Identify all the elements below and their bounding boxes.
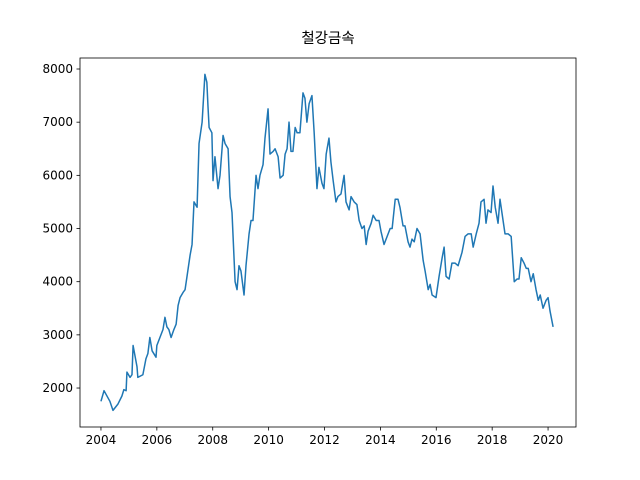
x-tick-label: 2008 [197, 433, 228, 447]
x-tick-label: 2004 [86, 433, 117, 447]
y-tick-label: 2000 [42, 381, 73, 395]
y-tick-label: 5000 [42, 222, 73, 236]
y-tick-label: 8000 [42, 62, 73, 76]
x-tick-label: 2012 [309, 433, 340, 447]
x-tick-label: 2016 [421, 433, 452, 447]
y-tick-label: 7000 [42, 115, 73, 129]
x-tick-label: 2006 [142, 433, 173, 447]
x-tick-label: 2010 [253, 433, 284, 447]
x-tick-label: 2014 [365, 433, 396, 447]
axes-frame [79, 57, 577, 428]
data-line [100, 73, 554, 412]
x-tick-label: 2020 [533, 433, 564, 447]
y-tick-label: 3000 [42, 328, 73, 342]
y-tick-label: 6000 [42, 168, 73, 182]
y-tick-label: 4000 [42, 275, 73, 289]
x-tick-label: 2018 [477, 433, 508, 447]
chart-title: 철강금속 [301, 30, 354, 47]
